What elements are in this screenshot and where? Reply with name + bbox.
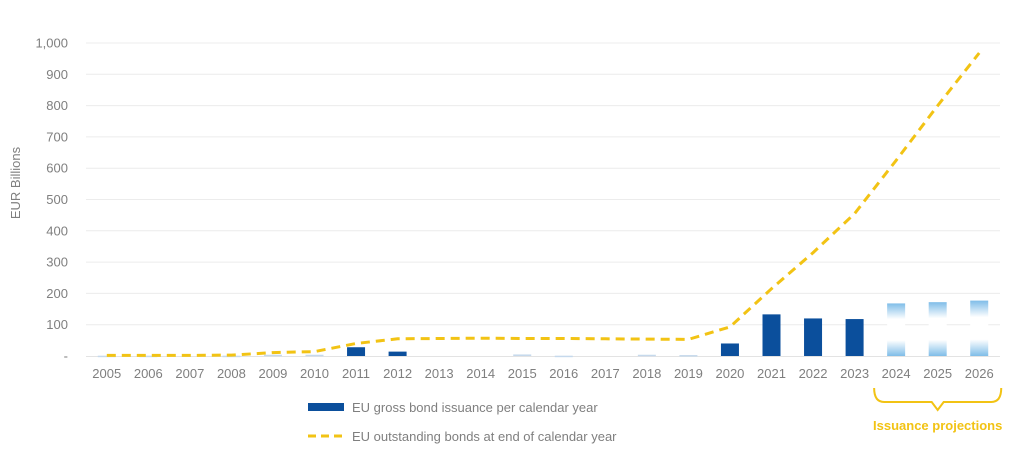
x-tick-label: 2017 — [591, 366, 620, 381]
y-tick-label: 1,000 — [35, 36, 68, 51]
bar — [845, 319, 864, 356]
y-tick-label: 300 — [46, 255, 68, 270]
x-tick-label: 2005 — [92, 366, 121, 381]
y-axis-label: EUR Billions — [8, 146, 23, 219]
x-tick-label: 2022 — [799, 366, 828, 381]
y-tick-label: 900 — [46, 67, 68, 82]
y-tick-label: 500 — [46, 192, 68, 207]
x-tick-label: 2023 — [840, 366, 869, 381]
x-tick-label: 2021 — [757, 366, 786, 381]
line-series — [106, 52, 981, 357]
bar — [347, 347, 366, 356]
legend-line-label: EU outstanding bonds at end of calendar … — [352, 429, 617, 444]
x-tick-label: 2009 — [258, 366, 287, 381]
projected-bar — [970, 300, 989, 356]
legend: EU gross bond issuance per calendar year… — [308, 400, 617, 444]
y-tick-label: 600 — [46, 161, 68, 176]
x-tick-label: 2012 — [383, 366, 412, 381]
gridlines — [86, 42, 1000, 357]
bar — [554, 355, 573, 358]
bar — [305, 354, 324, 357]
x-tick-label: 2025 — [923, 366, 952, 381]
bar — [720, 343, 739, 356]
y-tick-label: 100 — [46, 317, 68, 332]
x-tick-label: 2024 — [882, 366, 911, 381]
bar — [139, 355, 158, 358]
bar-series — [97, 300, 989, 358]
x-tick-label: 2016 — [549, 366, 578, 381]
y-tick-label: 200 — [46, 286, 68, 301]
x-tick-label: 2011 — [342, 366, 370, 381]
y-tick-label: 700 — [46, 129, 68, 144]
x-tick-label: 2020 — [715, 366, 744, 381]
outstanding-bonds-line — [106, 52, 981, 357]
bar — [804, 318, 823, 356]
projection-bracket — [873, 387, 1003, 412]
x-tick-label: 2013 — [425, 366, 454, 381]
projected-bar — [887, 303, 906, 356]
y-tick-label: 400 — [46, 223, 68, 238]
bar — [637, 354, 656, 357]
x-tick-label: 2007 — [175, 366, 204, 381]
y-axis: - 100 200 300 400 500 600 700 800 900 1,000 — [35, 36, 68, 364]
x-tick-label: 2006 — [134, 366, 163, 381]
x-tick-label: 2014 — [466, 366, 495, 381]
x-tick-label: 2008 — [217, 366, 246, 381]
bar — [97, 355, 116, 358]
y-tick-label: 800 — [46, 98, 68, 113]
bar — [513, 354, 532, 356]
legend-bar-label: EU gross bond issuance per calendar year — [352, 400, 598, 415]
bar — [762, 314, 781, 356]
x-tick-label: 2015 — [508, 366, 537, 381]
projection-annotation: Issuance projections — [873, 387, 1003, 433]
x-tick-label: 2010 — [300, 366, 329, 381]
projection-label: Issuance projections — [873, 418, 1002, 433]
bar — [679, 355, 698, 357]
x-tick-label: 2018 — [632, 366, 661, 381]
projected-bar — [928, 302, 947, 356]
x-tick-label: 2026 — [965, 366, 994, 381]
y-tick-label: - — [64, 349, 68, 364]
legend-bar-swatch — [308, 403, 344, 411]
x-tick-label: 2019 — [674, 366, 703, 381]
x-axis: 2005 2006 2007 2008 2009 2010 2011 2012 2013 2014… — [92, 366, 993, 381]
bar — [263, 354, 282, 357]
bar — [388, 351, 407, 356]
